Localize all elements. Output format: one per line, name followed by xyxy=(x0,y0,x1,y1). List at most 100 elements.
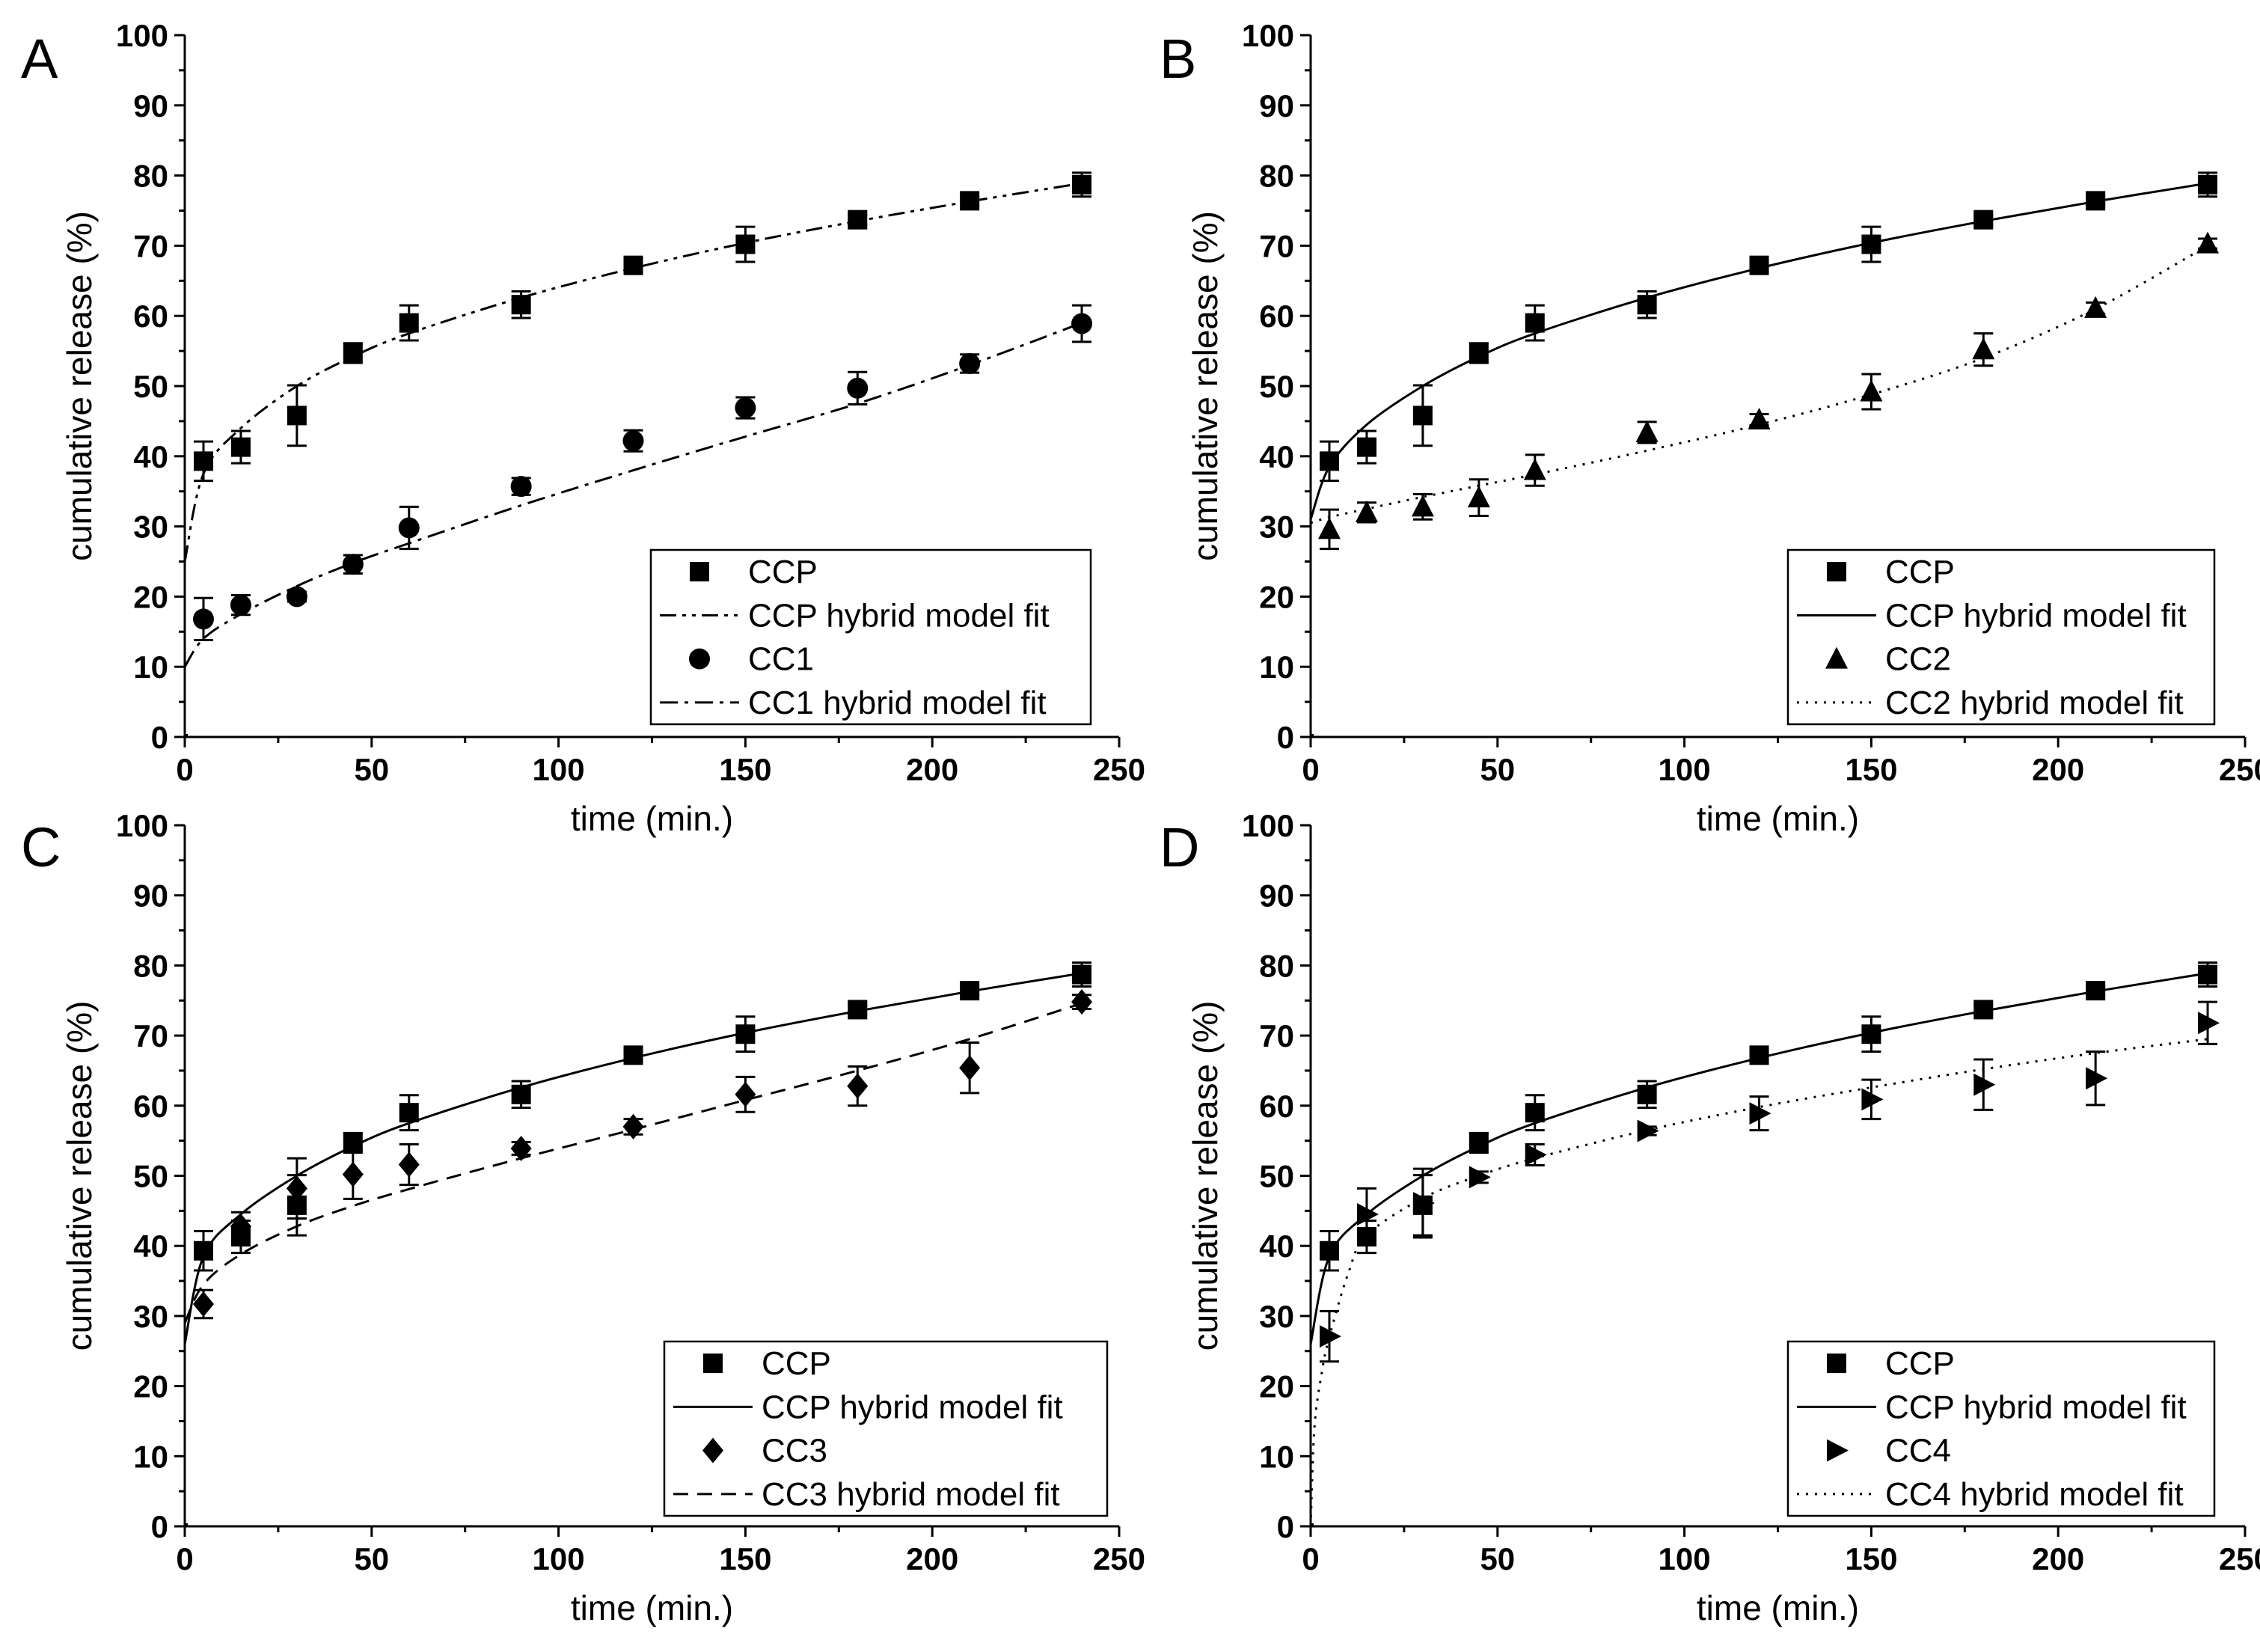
legend-marker xyxy=(1827,1439,1849,1462)
data-point xyxy=(1356,1203,1379,1226)
legend-label: CC3 hybrid model fit xyxy=(762,1476,1060,1513)
data-point xyxy=(399,1103,419,1123)
x-tick-label: 0 xyxy=(1302,752,1319,787)
x-tick-label: 100 xyxy=(533,752,585,787)
data-point xyxy=(1356,437,1376,457)
legend-label: CCP xyxy=(1885,554,1955,590)
x-tick-label: 100 xyxy=(1659,752,1711,787)
y-tick-label: 70 xyxy=(1259,1018,1294,1053)
panel-letter: B xyxy=(1160,28,1196,90)
legend-box xyxy=(663,1340,1109,1517)
data-point xyxy=(342,1161,364,1187)
data-point xyxy=(1973,1073,1996,1096)
x-tick-label: 150 xyxy=(1845,1541,1897,1576)
y-tick-label: 10 xyxy=(133,649,168,685)
legend-label: CCP xyxy=(1885,1345,1955,1382)
panel-d: D 0 10 20 30 40 50 60 70 80 90 100 0 50 100 150 200 250 ti… xyxy=(1160,808,2260,1627)
legend-marker xyxy=(1825,646,1848,669)
fit-line xyxy=(1311,182,2208,520)
legend-marker xyxy=(702,1437,723,1463)
series-cc3 xyxy=(185,989,1093,1526)
series-cc2 xyxy=(1311,231,2220,737)
data-point xyxy=(398,1151,420,1178)
data-point xyxy=(1319,1325,1341,1348)
data-point xyxy=(1411,495,1434,517)
y-tick-label: 30 xyxy=(133,510,168,545)
fit-line xyxy=(1311,245,2208,524)
data-point xyxy=(1860,379,1883,402)
data-point xyxy=(230,594,251,616)
y-tick-label: 10 xyxy=(1259,1439,1294,1474)
y-tick-label: 20 xyxy=(133,1369,168,1404)
data-point xyxy=(1525,1103,1545,1123)
data-point xyxy=(192,608,214,630)
data-point xyxy=(1071,989,1093,1015)
x-tick-label: 200 xyxy=(2032,1541,2084,1576)
data-point xyxy=(959,1055,981,1081)
legend-marker xyxy=(1827,562,1846,582)
data-point xyxy=(1311,1523,1314,1526)
legend-marker xyxy=(690,562,709,582)
x-tick-label: 50 xyxy=(1480,1541,1515,1576)
x-tick-label: 0 xyxy=(176,1541,193,1576)
y-tick-label: 90 xyxy=(1259,88,1294,123)
data-point xyxy=(185,734,188,737)
series-cc2-hybrid-model-fit xyxy=(1311,245,2208,524)
y-tick-label: 0 xyxy=(1277,720,1294,755)
fit-line xyxy=(185,322,1082,668)
data-point xyxy=(959,352,981,374)
x-tick-label: 250 xyxy=(2219,1541,2260,1576)
y-tick-label: 90 xyxy=(133,878,168,914)
data-point xyxy=(2086,1067,2108,1090)
data-point xyxy=(286,1175,307,1202)
data-point xyxy=(1469,1166,1491,1189)
y-tick-label: 90 xyxy=(1259,878,1294,914)
y-tick-label: 60 xyxy=(133,299,168,334)
data-point xyxy=(230,437,251,457)
y-tick-label: 70 xyxy=(133,1018,168,1053)
panel-b: B 0 10 20 30 40 50 60 70 80 90 100 0 50 100 150 200 250 ti… xyxy=(1160,18,2260,838)
y-tick-label: 40 xyxy=(133,1229,168,1264)
y-tick-label: 20 xyxy=(1259,579,1294,614)
y-tick-label: 50 xyxy=(1259,1159,1294,1194)
y-tick-label: 30 xyxy=(1259,510,1294,545)
y-tick-label: 60 xyxy=(133,1089,168,1124)
y-tick-label: 40 xyxy=(1259,1229,1294,1264)
data-point xyxy=(847,377,869,399)
series-ccp-hybrid-model-fit xyxy=(185,182,1082,562)
x-tick-label: 50 xyxy=(354,752,389,787)
panel-letter: D xyxy=(1160,816,1199,878)
y-tick-label: 20 xyxy=(1259,1369,1294,1404)
data-point xyxy=(847,1073,869,1099)
y-tick-label: 20 xyxy=(133,579,168,614)
legend-label: CC3 xyxy=(762,1433,827,1469)
x-tick-label: 100 xyxy=(533,1541,585,1576)
legend-label: CC2 xyxy=(1885,641,1951,678)
y-axis-label: cumulative release (%) xyxy=(60,1001,99,1351)
y-tick-label: 70 xyxy=(1259,228,1294,263)
series-ccp xyxy=(1311,171,2218,737)
series-ccp-hybrid-model-fit xyxy=(1311,972,2208,1344)
data-point xyxy=(1525,1143,1547,1166)
data-point xyxy=(622,430,644,452)
series-cc4 xyxy=(1311,1000,2220,1526)
legend-label: CC2 hybrid model fit xyxy=(1885,685,2184,721)
fit-line xyxy=(1311,1038,2208,1526)
data-point xyxy=(399,313,419,333)
data-point xyxy=(848,209,868,230)
data-point xyxy=(2198,1012,2220,1035)
legend-label: CC4 xyxy=(1885,1433,1951,1469)
data-point xyxy=(2196,231,2220,254)
data-point xyxy=(1861,1088,1884,1111)
y-tick-label: 80 xyxy=(133,159,168,194)
y-tick-label: 40 xyxy=(1259,439,1294,474)
data-point xyxy=(1317,517,1341,539)
legend-label: CCP hybrid model fit xyxy=(748,597,1050,634)
fit-line xyxy=(185,182,1082,562)
y-axis-label: cumulative release (%) xyxy=(1186,1001,1225,1351)
y-tick-label: 100 xyxy=(1242,808,1294,843)
series-ccp-hybrid-model-fit xyxy=(1311,182,2208,520)
series-cc1 xyxy=(185,304,1093,737)
y-tick-label: 100 xyxy=(1242,18,1294,53)
